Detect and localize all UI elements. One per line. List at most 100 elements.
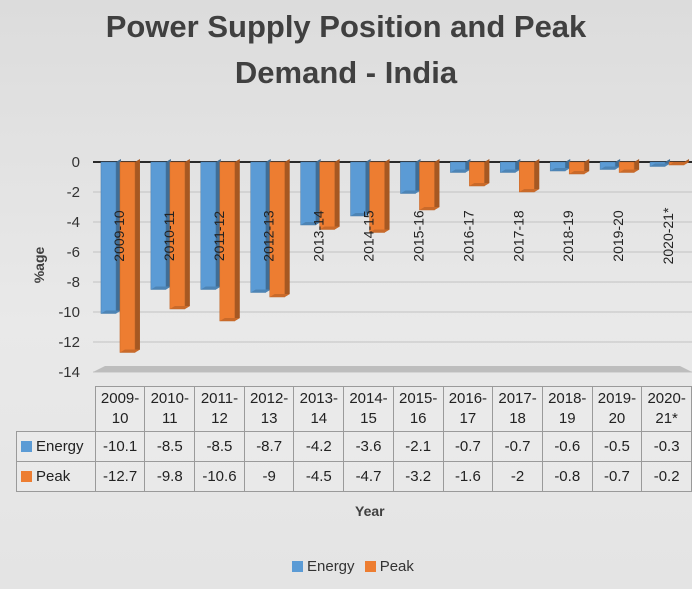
data-table-year-header: 2011- 12 [194, 386, 245, 432]
year-header-line: 2016- [448, 390, 488, 407]
bars [100, 159, 690, 353]
data-table-cell: -0.7 [591, 461, 643, 492]
bar-peak-8 [519, 159, 540, 193]
bar-side [534, 159, 540, 192]
bar-side [484, 159, 490, 186]
year-header-line: 13 [260, 410, 278, 427]
y-tick-label: -8 [67, 274, 80, 291]
data-table-cell: -3.6 [343, 431, 394, 462]
bar-peak-9 [568, 159, 590, 175]
category-label: 2013-14 [311, 210, 327, 262]
year-header-line: 2018- [548, 390, 587, 407]
y-tick-label: -6 [67, 244, 80, 261]
bar-bottom [169, 306, 190, 309]
bar-peak-4 [319, 159, 340, 230]
bar-side [334, 159, 340, 230]
data-table: 2009- 10 2010- 11 2011- 12 2012- 13 2013- 14 2014-… [16, 386, 692, 492]
bar-bottom [400, 190, 421, 194]
bar-bottom [200, 286, 221, 290]
bar-bottom [269, 294, 290, 297]
data-table-year-header: 2010- 11 [144, 386, 196, 432]
bar-bottom [450, 169, 471, 173]
data-table-cell: -0.5 [591, 431, 643, 462]
category-labels: 2009-10 2010-11 2011-12 2012-13 2013-14 2014-… [111, 207, 676, 264]
year-header-line: 2013- [299, 390, 338, 407]
bar-front [400, 161, 416, 194]
bar-bottom [150, 286, 171, 290]
data-table-corner [17, 387, 96, 432]
legend: Energy Peak [292, 558, 420, 575]
series-name: Peak [36, 468, 71, 485]
category-label: 2010-11 [161, 211, 177, 262]
y-tick-label: 0 [72, 154, 80, 171]
year-header-line: 21* [655, 410, 678, 427]
bar-bottom [219, 318, 240, 321]
bar-side [134, 159, 140, 353]
bar-bottom [600, 166, 621, 170]
bar-energy-9 [549, 159, 571, 172]
category-label: 2012-13 [261, 210, 277, 262]
year-header-line: 16 [409, 410, 427, 427]
legend-label: Energy [307, 558, 355, 575]
bar-energy-4 [300, 159, 321, 226]
data-table-cell: -0.2 [641, 461, 692, 492]
chart-title-line-1: Power Supply Position and Peak [105, 9, 587, 44]
bar-bottom [619, 169, 640, 173]
year-header-line: 15 [360, 410, 377, 427]
year-header-line: 12 [211, 410, 228, 427]
y-tick-label: -10 [58, 304, 80, 321]
data-table-cell: -0.7 [492, 431, 543, 462]
data-table-cell: -2 [492, 461, 543, 492]
bar-front [350, 161, 366, 217]
bar-peak-10 [618, 159, 640, 173]
data-table-cell: -9 [243, 461, 295, 492]
data-table-year-header: 2018- 19 [541, 386, 593, 432]
data-table-cell: -8.5 [194, 431, 245, 462]
chart-title: Power Supply Position and Peak Demand - … [0, 4, 692, 96]
data-table-cell: -4.5 [293, 461, 345, 492]
data-table-cell: -0.7 [442, 431, 494, 462]
x-axis-label: Year [355, 503, 385, 519]
bar-side [384, 159, 390, 233]
data-table-cell: -4.7 [343, 461, 394, 492]
year-header-line: 17 [459, 410, 477, 427]
bar-energy-10 [599, 159, 621, 170]
year-header-line: 2020- [647, 390, 686, 407]
bar-bottom [519, 189, 540, 192]
data-table-cell: -3.2 [392, 461, 444, 492]
data-table-year-header: 2019- 20 [591, 386, 643, 432]
category-label: 2020-21* [660, 207, 676, 264]
data-table-cell: -8.5 [144, 431, 196, 462]
bar-peak-0 [119, 159, 140, 353]
bar-bottom [300, 222, 321, 225]
category-label: 2011-12 [211, 211, 227, 262]
data-table-cell: -2.1 [392, 431, 444, 462]
data-table-cell: -1.6 [442, 461, 494, 492]
category-label: 2015-16 [410, 210, 426, 262]
data-table-cell: -8.7 [243, 431, 295, 462]
bar-front [469, 161, 485, 187]
year-header-line: 10 [111, 410, 129, 427]
y-tick-label: -14 [58, 364, 80, 381]
bar-front [419, 161, 435, 211]
bar-bottom [250, 289, 271, 293]
bar-side [234, 159, 240, 321]
bar-side [434, 159, 440, 210]
bar-energy-5 [350, 159, 371, 217]
year-header-line: 14 [310, 410, 328, 427]
bar-side [284, 159, 290, 297]
year-header-line: 2015- [399, 390, 438, 407]
year-header-line: 11 [161, 410, 178, 427]
data-table-year-header: 2012- 13 [243, 386, 295, 432]
data-table-year-header: 2009- 10 [94, 386, 146, 432]
category-label: 2014-15 [361, 210, 377, 262]
bar-bottom [369, 229, 390, 233]
bar-bottom [119, 349, 140, 353]
bar-side [184, 159, 190, 309]
bar-bottom [350, 213, 371, 216]
legend-item-peak: Peak [364, 558, 414, 575]
y-tick-label: -4 [67, 214, 80, 231]
data-table-series-label: Peak [16, 461, 96, 492]
category-label: 2019-20 [610, 210, 626, 262]
bar-bottom [500, 169, 521, 173]
